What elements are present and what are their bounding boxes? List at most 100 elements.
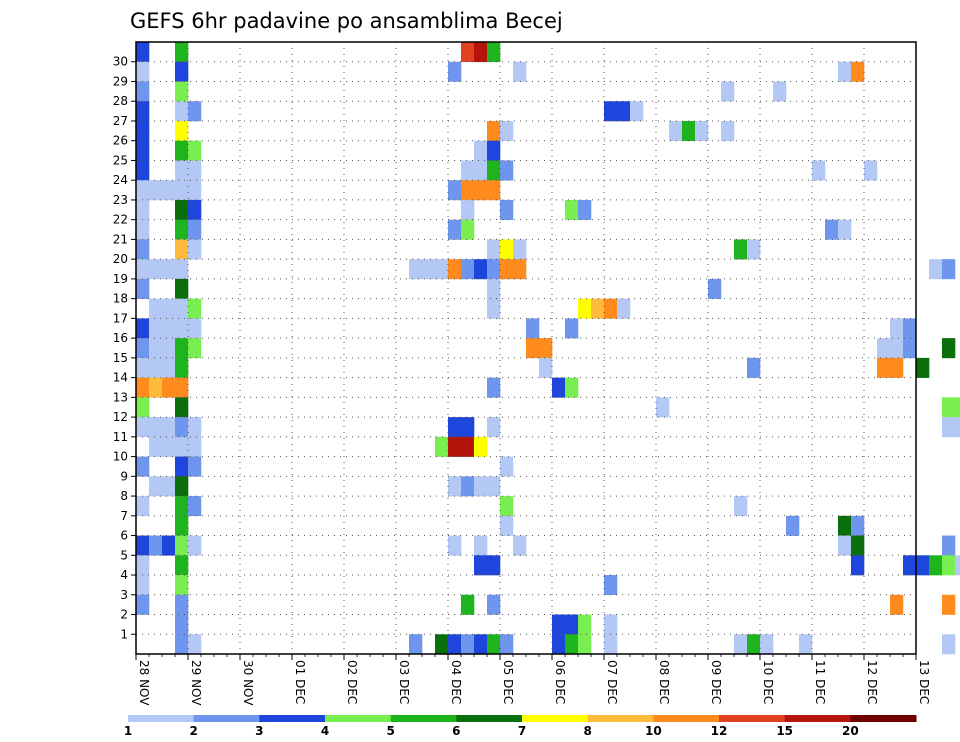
heatmap-cell [734, 239, 748, 260]
y-tick-label: 17 [113, 311, 128, 325]
heatmap-cell [188, 239, 202, 260]
heatmap-cell [188, 318, 202, 339]
heatmap-cell [955, 397, 960, 418]
heatmap-cell [474, 259, 488, 280]
heatmap-cell [838, 61, 852, 82]
heatmap-cell [578, 199, 592, 220]
heatmap-cell [682, 120, 696, 142]
heatmap-cell [942, 417, 956, 438]
heatmap-cell [136, 42, 150, 63]
heatmap-cell [812, 160, 826, 181]
colorbar-segment [325, 715, 392, 722]
heatmap-cell [890, 318, 904, 339]
colorbar-label: 12 [711, 724, 728, 738]
heatmap-cell [526, 318, 540, 339]
heatmap-cell [487, 160, 501, 181]
colorbar-segment [259, 715, 326, 722]
heatmap-cell [188, 219, 202, 240]
heatmap-cell [175, 515, 189, 536]
x-tick-label: 12 DEC [865, 660, 879, 704]
heatmap-cell [474, 555, 488, 576]
heatmap-cell [942, 634, 956, 655]
x-tick-label: 07 DEC [605, 660, 619, 704]
heatmap-cell [890, 357, 904, 378]
heatmap-cell [136, 397, 150, 418]
heatmap-cell [149, 436, 163, 457]
y-tick-label: 13 [113, 390, 128, 404]
colorbar-segment [522, 715, 589, 722]
heatmap-cell [786, 515, 800, 536]
heatmap-cell [487, 120, 501, 142]
y-tick-label: 4 [120, 568, 128, 582]
heatmap-cell [188, 101, 202, 122]
heatmap-cell [942, 594, 956, 615]
heatmap-cell [539, 357, 553, 378]
heatmap-cell [604, 101, 618, 122]
x-tick-label: 09 DEC [709, 660, 723, 704]
y-tick-label: 21 [113, 232, 128, 246]
heatmap-cell [188, 535, 202, 556]
heatmap-cell [175, 476, 189, 497]
heatmap-cell [500, 634, 514, 655]
heatmap-cell [552, 377, 566, 398]
heatmap-cell [136, 81, 150, 102]
heatmap-cell [487, 298, 501, 319]
heatmap-cell [136, 120, 150, 142]
heatmap-cell [500, 496, 514, 517]
heatmap-cell [136, 199, 150, 220]
heatmap-cell [461, 180, 475, 201]
y-tick-label: 23 [113, 193, 128, 207]
colorbar-label: 1 [124, 724, 132, 738]
heatmap-cell [734, 634, 748, 655]
heatmap-cell [877, 338, 891, 359]
heatmap-cells [136, 42, 960, 655]
heatmap-cell [162, 417, 176, 438]
heatmap-cell [734, 496, 748, 517]
x-tick-label: 29 NOV [189, 660, 203, 706]
heatmap-cell [136, 555, 150, 576]
colorbar-legend: 1 2 3 4 5 6 7 8 10 12 15 20 [124, 715, 917, 738]
heatmap-cell [175, 42, 189, 63]
heatmap-cell [175, 436, 189, 457]
heatmap-cell [903, 338, 917, 359]
heatmap-cell [474, 140, 488, 161]
heatmap-cell [188, 634, 202, 655]
colorbar-segment [719, 715, 786, 722]
heatmap-cell [136, 239, 150, 260]
y-tick-label: 14 [113, 371, 128, 385]
heatmap-cell [695, 120, 709, 142]
heatmap-cell [890, 594, 904, 615]
y-tick-label: 29 [113, 74, 128, 88]
heatmap-cell [487, 555, 501, 576]
heatmap-cell [942, 259, 956, 280]
heatmap-cell [175, 535, 189, 556]
heatmap-cell [162, 377, 176, 398]
y-tick-label: 3 [120, 588, 128, 602]
heatmap-cell [838, 515, 852, 536]
heatmap-cell [448, 417, 462, 438]
y-tick-label: 16 [113, 331, 128, 345]
heatmap-cell [942, 535, 956, 556]
colorbar-segment [587, 715, 654, 722]
colorbar-label: 7 [518, 724, 526, 738]
heatmap-cell [448, 180, 462, 201]
y-tick-label: 20 [113, 252, 128, 266]
heatmap-cell [175, 239, 189, 260]
heatmap-cell [539, 338, 553, 359]
heatmap-cell [188, 436, 202, 457]
x-tick-label: 13 DEC [917, 660, 931, 704]
heatmap-cell [162, 259, 176, 280]
heatmap-cell [721, 120, 735, 142]
heatmap-cell [435, 436, 449, 457]
heatmap-cell [188, 160, 202, 181]
y-tick-label: 9 [120, 469, 128, 483]
heatmap-cell [149, 377, 163, 398]
x-tick-label: 05 DEC [501, 660, 515, 704]
heatmap-cell [617, 298, 631, 319]
heatmap-cell [474, 180, 488, 201]
heatmap-cell [175, 318, 189, 339]
heatmap-cell [942, 338, 956, 359]
colorbar-label: 20 [842, 724, 859, 738]
heatmap-cell [162, 338, 176, 359]
heatmap-cell [747, 357, 761, 378]
